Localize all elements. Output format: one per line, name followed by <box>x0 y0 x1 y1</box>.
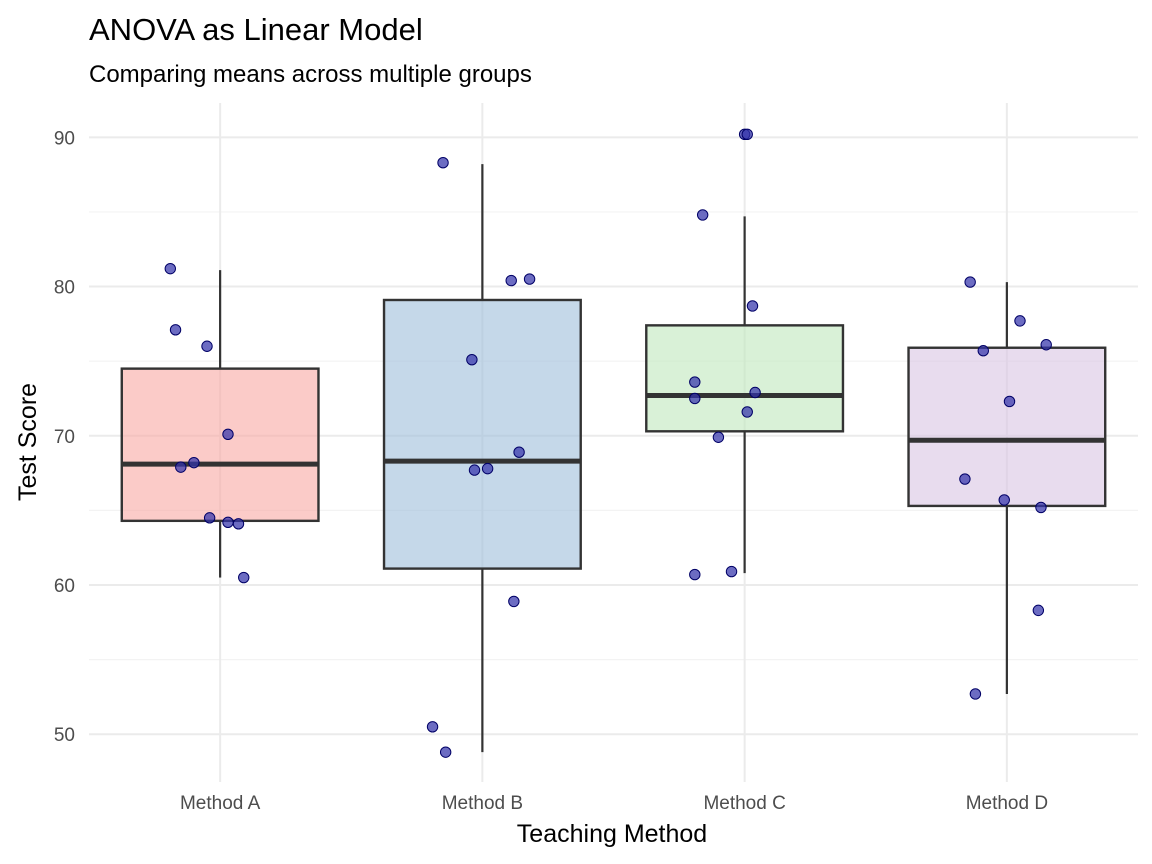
data-point <box>746 300 759 312</box>
boxplot-3 <box>645 216 845 574</box>
box-iqr <box>907 346 1107 508</box>
data-point <box>439 746 452 758</box>
data-point <box>238 571 250 584</box>
data-point <box>969 688 982 700</box>
data-point <box>696 209 709 221</box>
data-point <box>175 461 187 473</box>
data-point <box>1040 339 1052 351</box>
data-point <box>1003 395 1016 408</box>
data-point <box>741 128 753 141</box>
data-point <box>523 273 536 285</box>
data-point <box>222 516 234 529</box>
box-iqr <box>120 367 320 523</box>
boxplots <box>120 164 1107 753</box>
data-point <box>508 595 520 608</box>
data-point <box>964 276 976 288</box>
data-point <box>505 274 517 287</box>
x-axis-ticks: Method A Method B Method C Method D <box>180 793 1048 814</box>
data-point <box>689 376 701 388</box>
data-point <box>188 456 200 469</box>
data-point <box>164 262 176 275</box>
data-point <box>468 464 481 476</box>
box-iqr <box>382 298 582 570</box>
y-tick-label: 80 <box>54 278 75 299</box>
y-tick-label: 60 <box>54 576 75 597</box>
data-point <box>977 345 989 357</box>
x-tick-label: Method A <box>180 793 261 814</box>
data-point <box>466 353 478 366</box>
y-tick-label: 50 <box>54 725 75 746</box>
data-point <box>222 428 234 440</box>
data-point <box>749 386 761 399</box>
y-tick-label: 90 <box>54 128 75 149</box>
data-point <box>201 340 213 352</box>
data-point <box>689 392 701 405</box>
data-point <box>998 494 1010 506</box>
boxplot-1 <box>120 270 320 578</box>
jitter-points <box>164 128 1052 758</box>
data-point <box>959 473 971 485</box>
data-point <box>437 156 449 169</box>
chart-subtitle: Comparing means across multiple groups <box>89 61 532 88</box>
data-point <box>513 446 525 458</box>
data-point <box>232 518 245 530</box>
x-axis-title: Teaching Method <box>517 820 707 848</box>
data-point <box>725 565 738 578</box>
data-point <box>1032 604 1045 617</box>
data-point <box>712 431 725 443</box>
x-tick-label: Method D <box>966 793 1048 814</box>
data-point <box>1014 315 1026 327</box>
boxplot-2 <box>382 164 582 753</box>
y-tick-label: 70 <box>54 427 75 448</box>
data-point <box>426 721 439 733</box>
data-point <box>169 324 182 336</box>
chart-title: ANOVA as Linear Model <box>89 12 423 47</box>
y-axis-title: Test Score <box>14 383 42 501</box>
x-tick-label: Method B <box>442 793 523 814</box>
boxplot-4 <box>907 282 1107 694</box>
y-axis-ticks: 50 60 70 80 90 <box>54 128 75 746</box>
data-point <box>741 406 753 418</box>
data-point <box>481 462 494 475</box>
data-point <box>203 512 216 524</box>
data-point <box>689 568 701 581</box>
x-tick-label: Method C <box>703 793 785 814</box>
data-point <box>1035 501 1047 514</box>
